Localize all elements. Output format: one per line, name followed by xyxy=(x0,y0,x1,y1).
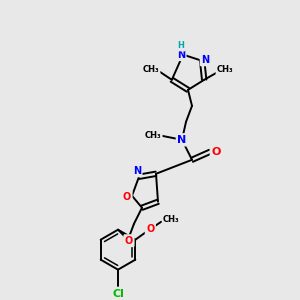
Text: CH₃: CH₃ xyxy=(217,65,233,74)
Text: CH₃: CH₃ xyxy=(163,215,180,224)
Text: N: N xyxy=(133,166,141,176)
Text: CH₃: CH₃ xyxy=(145,131,161,140)
Text: N: N xyxy=(201,55,209,65)
Text: O: O xyxy=(146,224,154,234)
Text: CH₃: CH₃ xyxy=(142,65,159,74)
Text: H: H xyxy=(178,41,184,50)
Text: O: O xyxy=(125,236,133,246)
Text: Cl: Cl xyxy=(112,289,124,298)
Text: O: O xyxy=(211,147,221,157)
Text: O: O xyxy=(123,192,131,202)
Text: N: N xyxy=(177,135,187,145)
Text: N: N xyxy=(177,50,185,60)
